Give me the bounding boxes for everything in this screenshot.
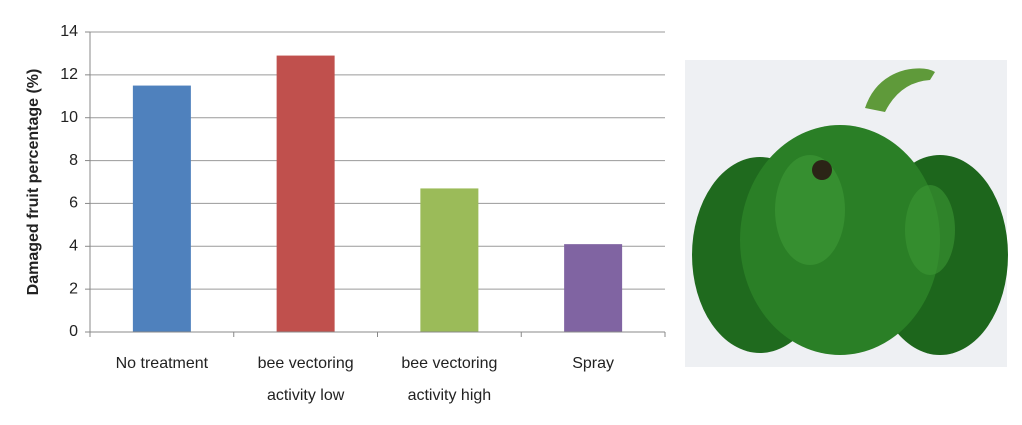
- bar: [564, 244, 623, 332]
- x-tick-label: bee vectoring activity high: [401, 355, 498, 404]
- y-tick-label: 12: [60, 66, 78, 83]
- y-tick-label: 6: [69, 195, 78, 212]
- bar: [132, 85, 191, 332]
- y-axis-label: Damaged fruit percentage (%): [25, 69, 42, 296]
- y-tick-label: 2: [69, 280, 78, 297]
- y-tick-label: 14: [60, 23, 78, 40]
- y-tick-label: 10: [60, 109, 78, 126]
- y-tick-label: 8: [69, 152, 78, 169]
- x-tick-label: bee vectoring activity low: [257, 355, 354, 404]
- y-tick-label: 4: [69, 238, 78, 255]
- y-tick-label: 0: [69, 323, 78, 340]
- x-tick-label: Spray: [572, 355, 615, 372]
- bar: [276, 55, 335, 332]
- pepper-photo: [685, 60, 1008, 367]
- x-tick-label: No treatment: [115, 355, 209, 372]
- bar: [420, 188, 479, 332]
